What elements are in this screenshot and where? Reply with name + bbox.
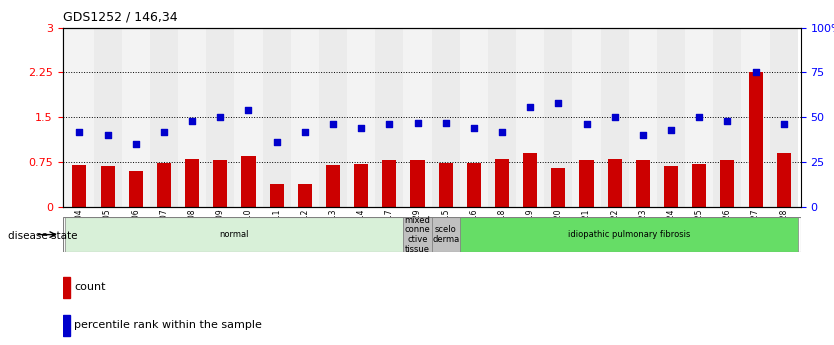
Bar — [263, 28, 291, 207]
Bar — [404, 28, 432, 207]
Bar — [65, 217, 404, 252]
Bar — [65, 28, 93, 207]
Point — [692, 115, 706, 120]
Bar — [713, 28, 741, 207]
Bar — [93, 28, 122, 207]
Bar — [460, 217, 798, 252]
Bar — [214, 160, 228, 207]
Bar — [63, 277, 70, 298]
Bar — [636, 160, 650, 207]
Point — [185, 118, 198, 124]
Bar — [664, 166, 678, 207]
Text: scelo
derma: scelo derma — [432, 225, 460, 244]
Point — [580, 122, 593, 127]
Bar — [241, 156, 255, 207]
Bar — [432, 217, 460, 252]
Point — [749, 70, 762, 75]
Bar — [122, 28, 150, 207]
Bar — [551, 168, 565, 207]
Text: percentile rank within the sample: percentile rank within the sample — [74, 320, 262, 330]
Bar — [572, 28, 600, 207]
Point — [552, 100, 565, 106]
Point — [721, 118, 734, 124]
Point — [383, 122, 396, 127]
Point — [214, 115, 227, 120]
Point — [158, 129, 171, 135]
Bar — [178, 28, 206, 207]
Text: normal: normal — [219, 230, 249, 239]
Bar — [488, 28, 516, 207]
Bar — [354, 164, 368, 207]
Bar — [439, 163, 453, 207]
Point — [242, 107, 255, 113]
Bar — [776, 153, 791, 207]
Bar — [382, 160, 396, 207]
Bar — [326, 165, 340, 207]
Bar — [495, 159, 509, 207]
Text: GDS1252 / 146,34: GDS1252 / 146,34 — [63, 10, 177, 23]
Text: count: count — [74, 282, 106, 292]
Point — [439, 120, 452, 126]
Point — [354, 125, 368, 131]
Bar — [608, 159, 622, 207]
Text: mixed
conne
ctive
tissue: mixed conne ctive tissue — [404, 216, 430, 254]
Point — [129, 141, 143, 147]
Bar — [101, 166, 114, 207]
Bar — [319, 28, 347, 207]
Bar — [206, 28, 234, 207]
Bar — [63, 315, 70, 336]
Point — [270, 140, 284, 145]
Bar — [467, 163, 481, 207]
Bar — [657, 28, 686, 207]
Bar — [128, 171, 143, 207]
Bar — [375, 28, 404, 207]
Bar — [157, 163, 171, 207]
Bar — [269, 184, 284, 207]
Bar — [545, 28, 572, 207]
Point — [777, 122, 791, 127]
Bar — [523, 153, 537, 207]
Point — [495, 129, 509, 135]
Text: disease state: disease state — [8, 231, 78, 241]
Bar — [291, 28, 319, 207]
Bar — [298, 184, 312, 207]
Bar — [770, 28, 798, 207]
Point — [298, 129, 311, 135]
Bar — [721, 160, 735, 207]
Point — [73, 129, 86, 135]
Point — [467, 125, 480, 131]
Bar — [410, 160, 425, 207]
Bar — [404, 217, 432, 252]
Bar — [516, 28, 545, 207]
Point — [608, 115, 621, 120]
Bar — [73, 165, 87, 207]
Bar — [432, 28, 460, 207]
Point — [326, 122, 339, 127]
Bar — [185, 159, 199, 207]
Bar — [347, 28, 375, 207]
Point — [524, 104, 537, 109]
Point — [636, 132, 650, 138]
Bar — [580, 160, 594, 207]
Bar — [749, 72, 762, 207]
Bar — [692, 164, 706, 207]
Bar — [686, 28, 713, 207]
Bar — [600, 28, 629, 207]
Point — [101, 132, 114, 138]
Bar — [629, 28, 657, 207]
Bar — [150, 28, 178, 207]
Text: idiopathic pulmonary fibrosis: idiopathic pulmonary fibrosis — [568, 230, 690, 239]
Point — [411, 120, 425, 126]
Bar — [460, 28, 488, 207]
Bar — [234, 28, 263, 207]
Point — [665, 127, 678, 132]
Bar — [741, 28, 770, 207]
